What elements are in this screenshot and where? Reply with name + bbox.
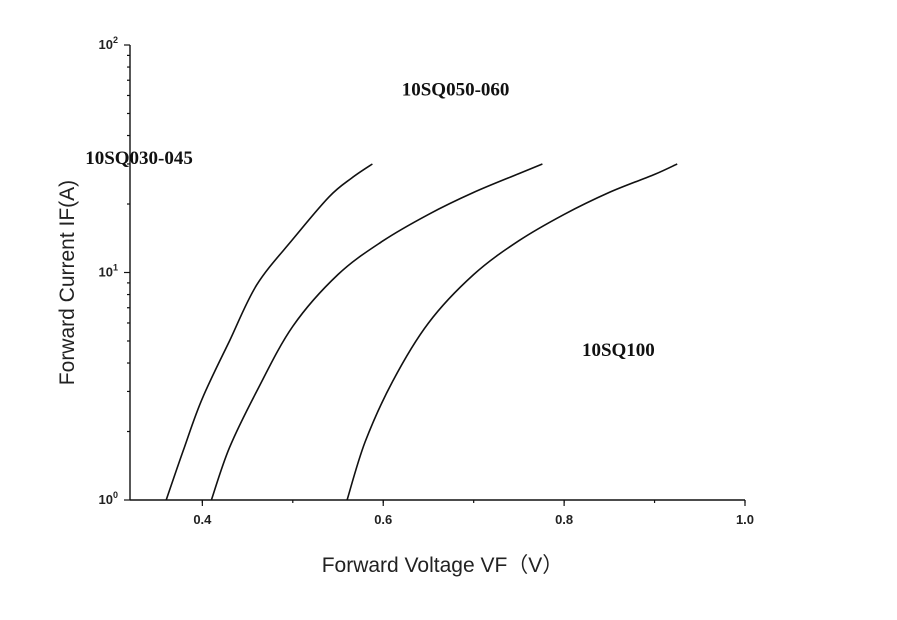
y-tick-base: 10 xyxy=(99,37,113,52)
x-tick-label: 0.4 xyxy=(193,512,212,527)
series-labels: 10SQ030-045 10SQ050-060 10SQ100 xyxy=(85,79,655,360)
curves xyxy=(165,163,678,501)
series-line-10sq050-060 xyxy=(210,163,543,501)
y-tick-base: 10 xyxy=(99,492,113,507)
x-tick-label: 0.6 xyxy=(374,512,392,527)
y-tick-base: 10 xyxy=(99,265,113,280)
x-tick-label: 0.8 xyxy=(555,512,573,527)
y-axis-title: Forward Current IF(A) xyxy=(56,180,79,385)
x-tick-label: 1.0 xyxy=(736,512,754,527)
series-label-10sq030-045: 10SQ030-045 xyxy=(85,148,193,169)
series-label-10sq050-060: 10SQ050-060 xyxy=(402,79,510,100)
y-tick-exponent: 0 xyxy=(113,490,118,500)
y-tick-exponent: 1 xyxy=(113,263,118,273)
axes xyxy=(129,45,745,501)
series-line-10sq100 xyxy=(346,163,678,501)
y-tick-label: 102 xyxy=(99,35,118,52)
series-label-10sq100: 10SQ100 xyxy=(582,340,655,361)
y-tick-exponent: 2 xyxy=(113,35,118,45)
series-line-10sq030-045 xyxy=(165,163,373,501)
y-tick-label: 100 xyxy=(99,490,118,507)
y-tick-label: 101 xyxy=(99,263,118,280)
x-axis-title: Forward Voltage VF（V） xyxy=(322,554,564,577)
